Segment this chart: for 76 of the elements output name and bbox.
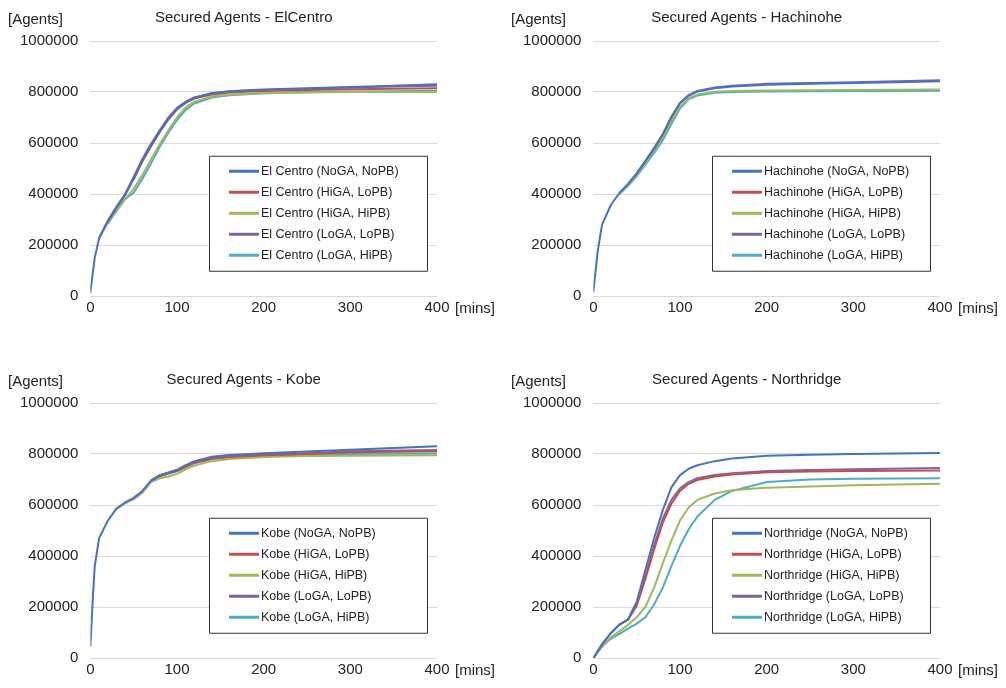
- x-tick-label: 0: [589, 298, 598, 316]
- legend-label: Northridge (NoGA, NoPB): [764, 525, 908, 540]
- x-tick-label: 0: [86, 298, 95, 316]
- x-axis-title: [mins]: [455, 661, 496, 679]
- x-tick-label: 200: [251, 298, 277, 316]
- x-tick-label: 100: [667, 660, 693, 678]
- legend-label: Kobe (NoGA, NoPB): [261, 525, 376, 540]
- x-tick-label: 400: [424, 298, 450, 316]
- chart-title: Secured Agents - Northridge: [652, 370, 842, 388]
- legend-label: Northridge (LoGA, LoPB): [764, 588, 904, 603]
- y-tick-label: 600000: [28, 495, 79, 513]
- y-axis-title: [Agents]: [8, 10, 64, 28]
- y-axis-title: [Agents]: [511, 10, 567, 28]
- y-axis-title: [Agents]: [8, 372, 64, 390]
- y-tick-label: 200000: [531, 597, 582, 615]
- x-tick-label: 200: [754, 660, 780, 678]
- y-tick-label: 800000: [531, 444, 582, 462]
- y-tick-label: 400000: [28, 184, 79, 202]
- legend-label: Kobe (HiGA, LoPB): [261, 546, 370, 561]
- chart-title: Secured Agents - ElCentro: [154, 8, 333, 26]
- y-tick-label: 800000: [28, 82, 79, 100]
- legend-label: Hachinohe (LoGA, LoPB): [764, 226, 906, 241]
- legend-label: Kobe (LoGA, HiPB): [261, 609, 370, 624]
- x-axis-title: [mins]: [958, 661, 999, 679]
- legend-label: El Centro (LoGA, HiPB): [261, 247, 393, 262]
- y-tick-label: 200000: [531, 235, 582, 253]
- x-tick-label: 0: [589, 660, 598, 678]
- x-tick-label: 300: [337, 298, 363, 316]
- y-tick-label: 400000: [28, 546, 79, 564]
- y-tick-label: 600000: [531, 495, 582, 513]
- legend-label: Northridge (HiGA, LoPB): [764, 546, 902, 561]
- legend-label: El Centro (LoGA, LoPB): [261, 226, 395, 241]
- chart-title: Secured Agents - Hachinohe: [651, 8, 843, 26]
- y-tick-label: 0: [573, 286, 582, 304]
- y-tick-label: 0: [70, 648, 79, 666]
- legend-label: Northridge (LoGA, HiPB): [764, 609, 902, 624]
- legend-label: Hachinohe (HiGA, HiPB): [764, 205, 901, 220]
- legend-label: El Centro (NoGA, NoPB): [261, 163, 399, 178]
- y-tick-label: 1000000: [522, 393, 582, 411]
- x-tick-label: 400: [424, 660, 450, 678]
- y-tick-label: 0: [573, 648, 582, 666]
- x-axis-title: [mins]: [958, 299, 999, 317]
- y-tick-label: 400000: [531, 546, 582, 564]
- legend-label: Northridge (HiGA, HiPB): [764, 567, 900, 582]
- x-tick-label: 100: [667, 298, 693, 316]
- y-tick-label: 800000: [531, 82, 582, 100]
- legend-label: Kobe (LoGA, LoPB): [261, 588, 372, 603]
- x-tick-label: 200: [754, 298, 780, 316]
- legend-label: Kobe (HiGA, HiPB): [261, 567, 368, 582]
- y-tick-label: 1000000: [19, 393, 79, 411]
- x-tick-label: 300: [840, 298, 866, 316]
- legend-label: El Centro (HiGA, HiPB): [261, 205, 391, 220]
- x-tick-label: 300: [337, 660, 363, 678]
- x-tick-label: 0: [86, 660, 95, 678]
- y-tick-label: 1000000: [19, 31, 79, 49]
- y-tick-label: 600000: [28, 133, 79, 151]
- y-axis-title: [Agents]: [511, 372, 567, 390]
- y-tick-label: 200000: [28, 597, 79, 615]
- legend-label: Hachinohe (NoGA, NoPB): [764, 163, 910, 178]
- x-tick-label: 400: [927, 298, 953, 316]
- y-tick-label: 0: [70, 286, 79, 304]
- x-axis-title: [mins]: [455, 299, 496, 317]
- legend-label: Hachinohe (HiGA, LoPB): [764, 184, 903, 199]
- legend-label: El Centro (HiGA, LoPB): [261, 184, 393, 199]
- x-tick-label: 400: [927, 660, 953, 678]
- y-tick-label: 1000000: [522, 31, 582, 49]
- legend-label: Hachinohe (LoGA, HiPB): [764, 247, 903, 262]
- chart-title: Secured Agents - Kobe: [166, 370, 321, 388]
- y-tick-label: 600000: [531, 133, 582, 151]
- y-tick-label: 200000: [28, 235, 79, 253]
- x-tick-label: 300: [840, 660, 866, 678]
- x-tick-label: 100: [164, 298, 190, 316]
- y-tick-label: 400000: [531, 184, 582, 202]
- x-tick-label: 200: [251, 660, 277, 678]
- x-tick-label: 100: [164, 660, 190, 678]
- y-tick-label: 800000: [28, 444, 79, 462]
